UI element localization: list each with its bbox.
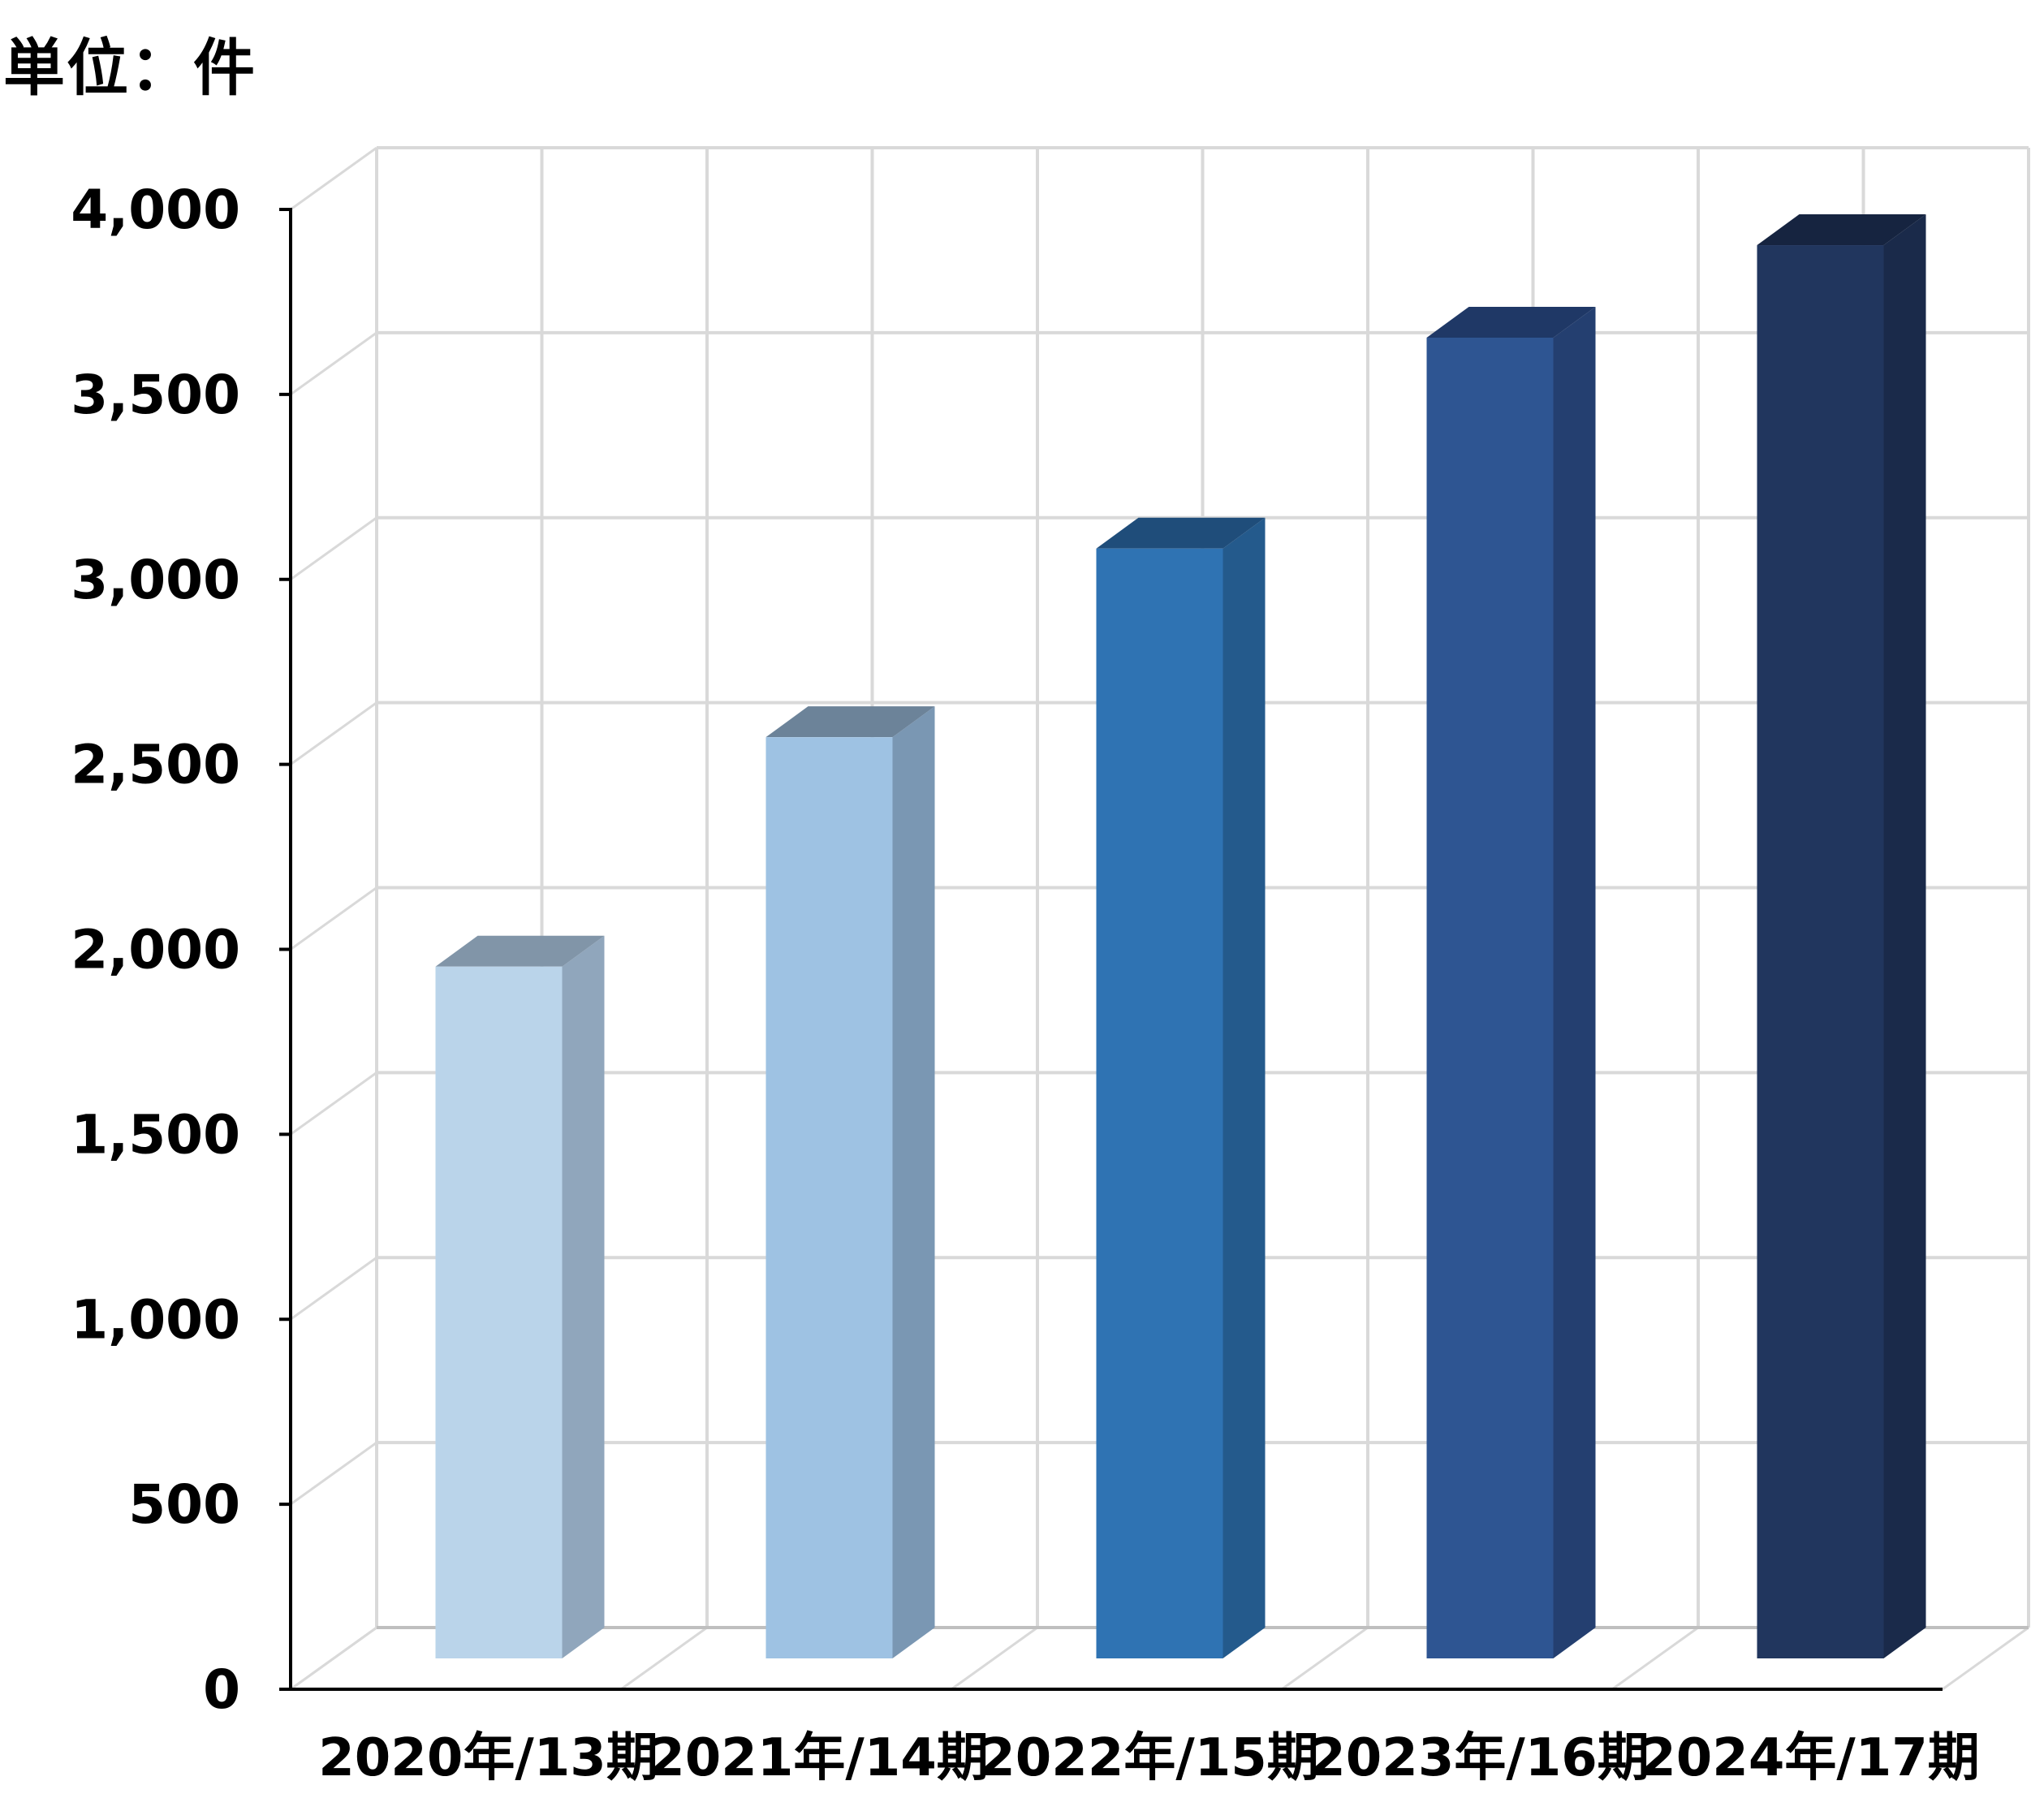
bar-top-face [1426, 306, 1596, 338]
x-category-label: 2020年/13期 [318, 1728, 658, 1788]
y-tick-label: 3,000 [71, 549, 240, 611]
y-tick-label: 1,500 [71, 1103, 240, 1166]
y-tick-label: 2,500 [71, 734, 240, 796]
bar-side-face [1553, 306, 1596, 1658]
y-tick-label: 0 [203, 1658, 240, 1721]
bar [1096, 548, 1223, 1658]
grid-line-side [290, 516, 377, 580]
y-tick-label: 500 [128, 1473, 240, 1536]
x-category-label: 2023年/16期 [1309, 1728, 1649, 1788]
bar-side-face [1883, 214, 1926, 1658]
grid-line-floor [1281, 1626, 1369, 1691]
bar [435, 966, 563, 1658]
unit-label: 単位：件 [3, 32, 257, 104]
bar-side-face [1223, 517, 1266, 1658]
grid-line-floor [1942, 1626, 2029, 1691]
chart-axes [279, 208, 1943, 1691]
bar [1757, 245, 1884, 1658]
y-tick-label: 2,000 [71, 919, 240, 981]
grid-line-side [290, 1441, 377, 1506]
bar [765, 737, 893, 1658]
x-category-label: 2021年/14期 [649, 1728, 989, 1788]
bar-top-face [435, 935, 605, 967]
x-category-label: 2024年/17期 [1640, 1728, 1980, 1788]
y-tick-label: 3,500 [71, 364, 240, 426]
chart-bars [435, 214, 1926, 1658]
y-tick-label: 4,000 [71, 179, 240, 241]
bar-top-face [765, 706, 935, 738]
bar-side-face [562, 935, 605, 1658]
grid-line-floor [620, 1626, 708, 1691]
grid-line-floor [951, 1626, 1038, 1691]
grid-line-side [290, 701, 377, 765]
bar-top-face [1757, 214, 1926, 246]
y-axis-tick-labels: 0 500 1,000 1,500 2,000 2,500 3,000 3,500 4,000 [71, 179, 240, 1721]
grid-line-floor [1611, 1626, 1699, 1691]
x-axis-category-labels: 2020年/13期2021年/14期2022年/15期2023年/16期2024… [318, 1728, 1980, 1788]
grid-line-floor [290, 1626, 377, 1691]
grid-line-side [290, 331, 377, 396]
grid-line-side [290, 1072, 377, 1136]
bar-top-face [1096, 517, 1266, 549]
bar [1426, 337, 1554, 1658]
bar-side-face [892, 706, 935, 1658]
y-tick-label: 1,000 [71, 1288, 240, 1351]
grid-line-side [290, 886, 377, 951]
grid-line-side [290, 146, 377, 211]
grid-line-side [290, 1257, 377, 1321]
x-category-label: 2022年/15期 [979, 1728, 1319, 1788]
